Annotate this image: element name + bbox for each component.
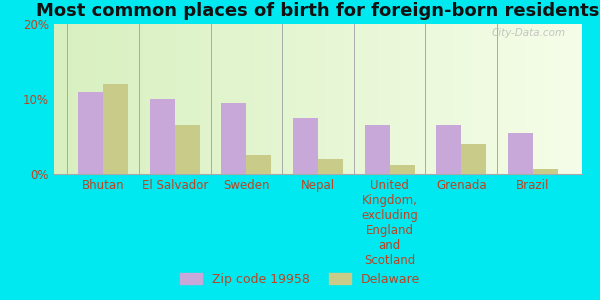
Bar xyxy=(508,133,533,174)
Title: Most common places of birth for foreign-born residents: Most common places of birth for foreign-… xyxy=(37,2,599,20)
Bar xyxy=(365,125,389,174)
Bar xyxy=(247,155,271,174)
Text: City-Data.com: City-Data.com xyxy=(492,28,566,38)
Bar xyxy=(175,125,200,174)
Bar xyxy=(78,92,103,174)
Bar xyxy=(103,84,128,174)
Bar xyxy=(533,169,558,174)
Bar xyxy=(436,125,461,174)
Bar xyxy=(389,165,415,174)
Bar xyxy=(293,118,318,174)
Bar xyxy=(221,103,247,174)
Bar xyxy=(318,159,343,174)
Bar xyxy=(461,144,487,174)
Bar xyxy=(149,99,175,174)
Legend: Zip code 19958, Delaware: Zip code 19958, Delaware xyxy=(175,268,425,291)
